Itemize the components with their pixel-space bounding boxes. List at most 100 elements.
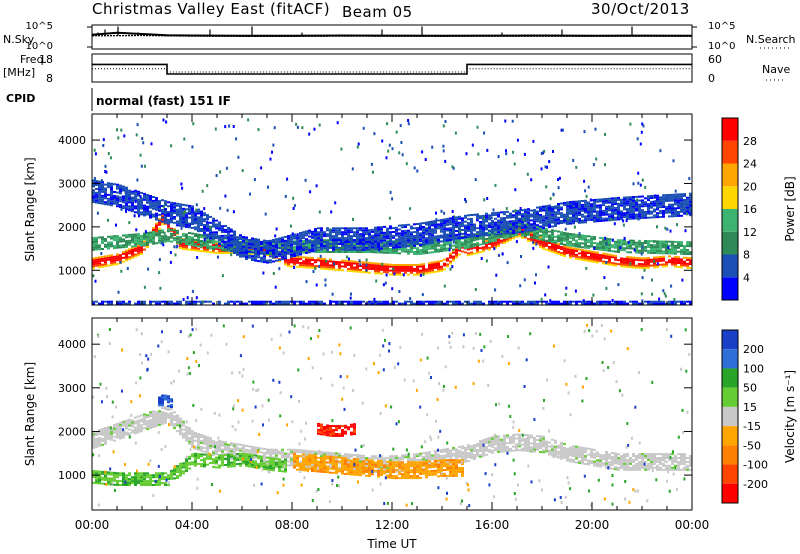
power-cell	[119, 206, 122, 209]
power-speckle	[159, 286, 162, 290]
power-cell	[164, 200, 167, 203]
power-cell	[167, 225, 170, 228]
power-cell	[92, 241, 95, 243]
power-cell	[488, 302, 491, 305]
power-cell	[167, 211, 170, 213]
power-cell	[587, 219, 590, 222]
power-cell	[503, 237, 506, 240]
power-cell	[293, 255, 296, 257]
power-cell	[629, 198, 632, 201]
power-cell	[557, 302, 560, 305]
power-cell	[647, 249, 650, 252]
power-cell	[548, 218, 551, 221]
power-cell	[467, 214, 470, 217]
power-cell	[566, 209, 569, 212]
power-cell	[464, 232, 467, 235]
power-cell	[254, 259, 257, 262]
power-cell	[551, 300, 554, 303]
power-cell	[494, 235, 497, 238]
power-cell	[179, 247, 182, 249]
nave-label: Nave	[762, 63, 790, 76]
chart-title: Christmas Valley East (fitACF)	[92, 0, 331, 18]
power-cell	[656, 206, 659, 209]
power-cell	[374, 234, 377, 237]
power-cell	[470, 241, 473, 244]
power-cell	[302, 266, 305, 269]
power-cell	[203, 224, 206, 226]
power-cell	[452, 259, 455, 262]
power-cell	[440, 260, 443, 262]
power-speckle	[201, 189, 204, 193]
power-cell	[170, 201, 173, 204]
power-cell	[470, 225, 473, 228]
power-cell	[596, 206, 599, 209]
power-cell	[164, 211, 167, 214]
power-cell	[308, 229, 311, 232]
power-cell	[659, 202, 662, 205]
power-cell	[464, 214, 467, 217]
power-cell	[641, 257, 644, 260]
power-cell	[116, 185, 119, 188]
power-cell	[596, 214, 599, 217]
power-cell	[665, 261, 668, 264]
power-cell	[347, 243, 350, 246]
power-cell	[449, 217, 452, 220]
power-cell	[665, 250, 668, 253]
power-cell	[227, 242, 230, 245]
power-cell	[473, 233, 476, 236]
power-cell	[539, 206, 542, 209]
power-cell	[401, 273, 404, 276]
power-cell	[647, 208, 650, 211]
power-cell	[638, 239, 641, 242]
power-speckle	[605, 286, 608, 290]
power-cell	[635, 243, 638, 246]
power-speckle	[184, 210, 186, 214]
power-cell	[677, 258, 680, 261]
power-speckle	[292, 196, 295, 200]
power-cell	[218, 227, 221, 230]
power-cell	[623, 239, 626, 242]
power-cell	[416, 234, 419, 237]
power-cell	[626, 260, 629, 262]
power-cell	[359, 241, 362, 243]
power-cell	[563, 245, 566, 248]
power-speckle	[333, 262, 335, 266]
power-cell	[242, 302, 245, 305]
power-cell	[374, 264, 377, 267]
power-cell	[635, 300, 638, 303]
power-cell	[347, 269, 350, 272]
power-cell	[284, 261, 287, 264]
power-cell	[296, 250, 299, 253]
power-cell	[461, 219, 464, 222]
power-cell	[254, 302, 257, 305]
power-cell	[296, 248, 299, 251]
power-cell	[446, 227, 449, 230]
power-cell	[530, 236, 533, 239]
power-cell	[107, 203, 110, 206]
power-cell	[383, 271, 386, 273]
power-cell	[650, 206, 653, 209]
power-speckle	[542, 151, 545, 155]
power-cell	[506, 230, 509, 233]
power-cell	[461, 302, 464, 305]
power-speckle	[224, 248, 227, 252]
power-cell	[284, 257, 287, 260]
power-cell	[131, 239, 134, 242]
power-cell	[335, 261, 338, 263]
power-cell	[149, 214, 152, 217]
power-cell	[131, 252, 134, 255]
power-cell	[368, 231, 371, 234]
power-cell	[323, 263, 326, 266]
power-cell	[461, 246, 464, 249]
power-cell	[401, 264, 404, 266]
power-speckle	[519, 207, 522, 210]
power-cell	[575, 239, 578, 242]
power-cell	[617, 208, 620, 211]
power-cell	[350, 302, 353, 305]
power-cell	[461, 225, 464, 228]
power-cell	[647, 195, 650, 198]
power-cell	[557, 218, 560, 221]
power-cell	[491, 220, 494, 222]
power-cell	[614, 208, 617, 211]
power-cell	[203, 212, 206, 215]
